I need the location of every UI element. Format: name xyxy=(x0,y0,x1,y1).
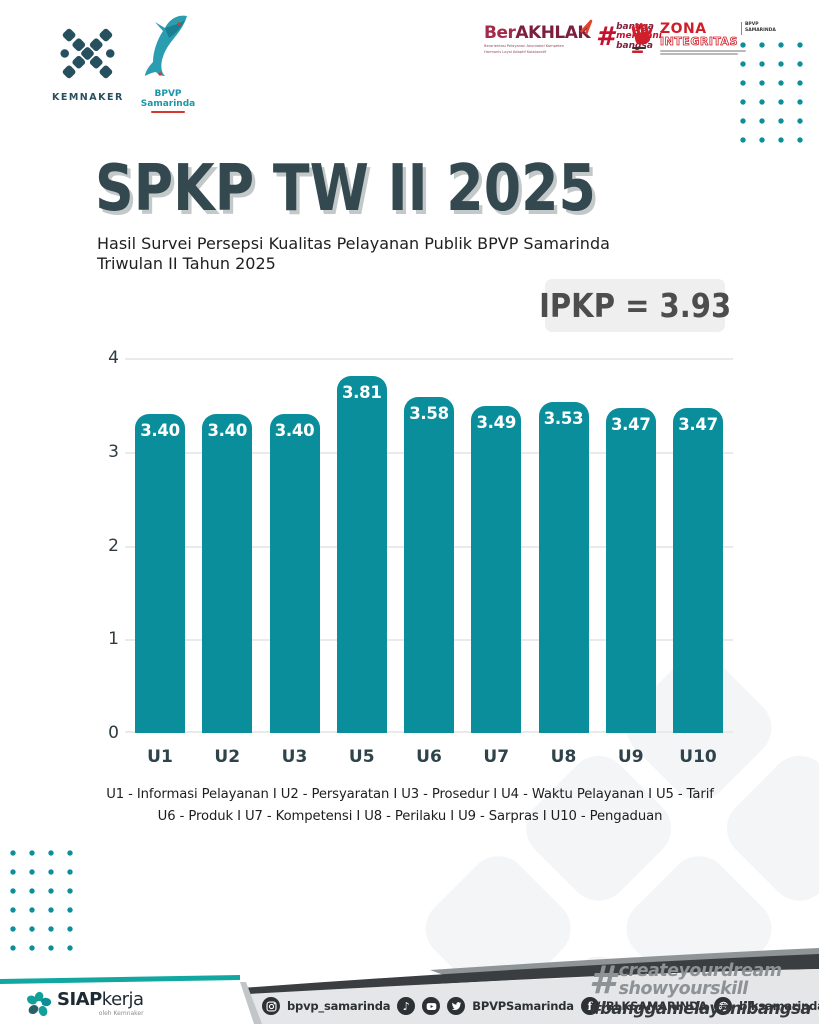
bar-value-U5: 3.81 xyxy=(341,382,382,402)
kemnaker-label: KEMNAKER xyxy=(52,92,124,103)
bar-value-U7: 3.49 xyxy=(476,412,516,432)
x-axis-label-U10: U10 xyxy=(679,747,717,767)
bar-group-U8: 3.53 U8 xyxy=(538,358,589,767)
siapkerja-wordmark: SIAPkerja xyxy=(57,989,144,1010)
subtitle-line1: Hasil Survei Persepsi Kualitas Pelayanan… xyxy=(97,234,610,253)
bar-U1: 3.40 xyxy=(135,414,185,733)
bpvp-logo-underline xyxy=(151,111,185,113)
bar-U7: 3.49 xyxy=(471,405,522,733)
ipkp-score-badge: IPKP = 3.93 xyxy=(539,279,731,332)
bar-group-U6: 3.58 U6 xyxy=(404,358,454,767)
bar-chart: 0 1 2 3 4 3.40 U1 3.40 U2 3.40 U3 3.81 U5 3.58 U6 3.49 U… xyxy=(108,348,733,767)
social-handle-instagram[interactable]: bpvp_samarinda xyxy=(287,999,391,1013)
dots-pattern-top-right xyxy=(734,36,811,150)
gridline-y4 xyxy=(125,358,733,360)
x-axis-label-U1: U1 xyxy=(147,747,173,767)
x-axis-label-U2: U2 xyxy=(214,747,241,767)
bar-U10: 3.47 xyxy=(673,407,723,733)
y-axis-tick-1: 1 xyxy=(108,629,119,650)
bar-U6: 3.58 xyxy=(404,397,454,733)
bpvp-logo-label: BPVP Samarinda xyxy=(140,89,196,109)
legend-line2: U6 - Produk I U7 - Kompetensi I U8 - Per… xyxy=(157,808,663,824)
hashtag-icon: # xyxy=(596,22,615,52)
bar-group-U10: 3.47 U10 xyxy=(673,358,723,767)
footer-hashtags: # createyourdream showyourskill #banggam… xyxy=(589,958,811,1018)
siapkerja-pinwheel-icon xyxy=(27,991,52,1017)
integritas-word: INTEGRITAS xyxy=(660,35,738,48)
bar-value-U2: 3.40 xyxy=(207,421,247,441)
bar-U2: 3.40 xyxy=(202,414,253,733)
x-axis-label-U9: U9 xyxy=(617,747,644,767)
footer-social-row: bpvp_samarinda ♪ BPVPSamarinda f BLKSAMARIND… xyxy=(262,997,819,1015)
berakhlak-values-line1: Berorientasi Pelayanan Akuntabel Kompete… xyxy=(484,44,565,48)
bar-group-U5: 3.81 U5 xyxy=(336,358,387,767)
bar-group-U2: 3.40 U2 xyxy=(202,358,253,767)
youtube-icon[interactable] xyxy=(422,997,441,1015)
bars-container: 3.40 U1 3.40 U2 3.40 U3 3.81 U5 3.58 U6 3.49 U7 3.53… xyxy=(125,358,733,767)
kemnaker-logo: KEMNAKER xyxy=(52,22,122,103)
bar-value-U8: 3.53 xyxy=(543,409,584,429)
bar-U5: 3.81 xyxy=(336,375,387,733)
bar-group-U7: 3.49 U7 xyxy=(471,358,522,767)
hashtag-showyourskill: showyourskill xyxy=(618,978,749,999)
bangga-line3: bangsa xyxy=(616,40,653,51)
twitter-icon[interactable] xyxy=(447,997,466,1015)
zona-caption-lines xyxy=(660,50,776,56)
facebook-icon[interactable]: f xyxy=(580,997,599,1015)
zona-org-label: BPVP SAMARINDA xyxy=(741,22,776,35)
bangga-line1: bangga xyxy=(616,21,654,32)
subtitle-line2: Triwulan II Tahun 2025 xyxy=(97,254,276,274)
social-handle-facebook[interactable]: BLKSAMARINDA xyxy=(605,999,708,1013)
social-handle-globe[interactable]: blksamarinda.kemnaker.go.id xyxy=(739,999,819,1013)
bar-group-U9: 3.47 U9 xyxy=(605,358,656,767)
berakhlak-wordmark: BerAKHLAK xyxy=(484,23,591,43)
x-axis-label-U5: U5 xyxy=(348,747,375,767)
bar-U8: 3.53 xyxy=(538,402,589,733)
x-axis-label-U3: U3 xyxy=(281,747,308,767)
big-hashtag-icon: # xyxy=(589,958,616,1003)
bar-U9: 3.47 xyxy=(605,407,656,733)
siapkerja-logo: SIAPkerja oleh Kemnaker xyxy=(26,991,144,1017)
bar-value-U9: 3.47 xyxy=(610,414,651,434)
dots-pattern-bottom-left xyxy=(4,844,81,958)
x-axis-label-U8: U8 xyxy=(550,747,577,767)
hashtag-banggamelayanibangsa: #banggamelayanibangsa xyxy=(589,999,811,1018)
hashtag-createyourdream: createyourdream xyxy=(618,961,783,981)
bar-U3: 3.40 xyxy=(269,414,320,733)
x-axis-label-U7: U7 xyxy=(483,747,510,767)
page-title: SPKP TW II 2025 xyxy=(95,152,596,226)
bpvp-samarinda-logo: BPVP Samarinda xyxy=(128,12,208,113)
berakhlak-values-line2: Harmonis Loyal Adaptif Kolaboratif xyxy=(484,50,547,55)
bar-value-U3: 3.40 xyxy=(274,421,315,441)
bar-group-U3: 3.40 U3 xyxy=(269,358,320,767)
bar-value-U1: 3.40 xyxy=(140,421,180,441)
kemnaker-weave-icon xyxy=(60,28,115,79)
red-hand-icon xyxy=(631,22,653,53)
bar-value-U6: 3.58 xyxy=(409,404,449,424)
y-axis-tick-4: 4 xyxy=(108,348,119,368)
marlin-fish-icon xyxy=(145,15,187,77)
berakhlak-check-icon xyxy=(580,19,593,35)
bar-value-U10: 3.47 xyxy=(678,414,718,434)
page-subtitle: Hasil Survei Persepsi Kualitas Pelayanan… xyxy=(97,234,610,275)
zona-word: ZONA xyxy=(660,21,707,37)
instagram-icon[interactable] xyxy=(262,997,280,1015)
siapkerja-byline: oleh Kemnaker xyxy=(98,1010,144,1017)
berakhlak-logo: BerAKHLAK Berorientasi Pelayanan Akuntab… xyxy=(484,19,593,56)
y-axis-tick-3: 3 xyxy=(108,441,119,462)
legend-line1: U1 - Informasi Pelayanan I U2 - Persyara… xyxy=(106,787,714,802)
social-handle-twitter[interactable]: BPVPSamarinda xyxy=(472,999,574,1013)
x-axis-label-U6: U6 xyxy=(416,747,442,767)
bar-group-U1: 3.40 U1 xyxy=(135,358,185,767)
ipkp-score-value: IPKP = 3.93 xyxy=(538,286,732,325)
zona-integritas-logo: ZONA INTEGRITAS BPVP SAMARINDA xyxy=(630,21,776,56)
globe-icon[interactable] xyxy=(714,997,733,1015)
y-axis-tick-2: 2 xyxy=(108,535,119,556)
tiktok-icon[interactable]: ♪ xyxy=(397,997,416,1015)
footer-swoosh xyxy=(0,948,819,1024)
chart-legend: U1 - Informasi Pelayanan I U2 - Persyara… xyxy=(80,784,740,828)
y-axis-tick-0: 0 xyxy=(108,723,119,743)
